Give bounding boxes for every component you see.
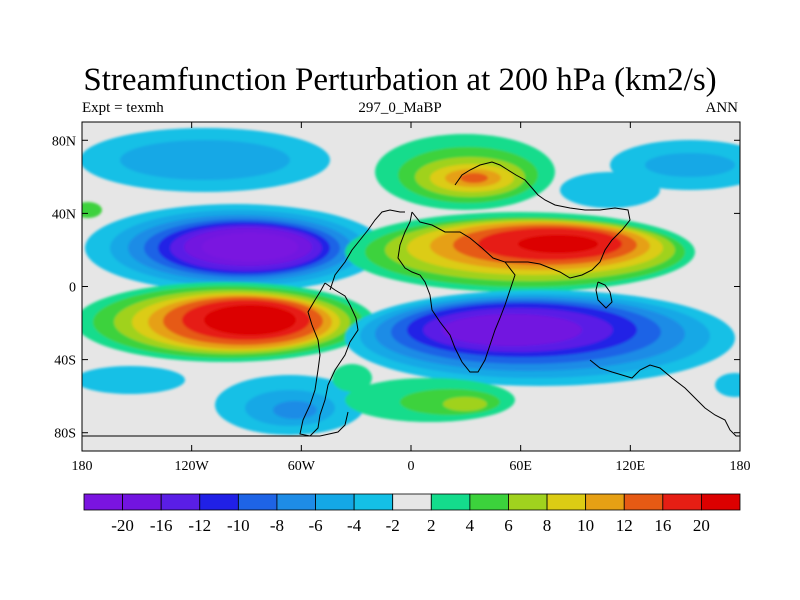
plot-title: Streamfunction Perturbation at 200 hPa (… [83, 62, 717, 98]
axis-ticks: 180 120W 60W 0 60E 120E 180 80N 40N 0 40S 80S [52, 122, 751, 474]
colorbar-box [122, 493, 162, 511]
australia-outline [589, 359, 740, 437]
south-band-negative [82, 366, 740, 435]
colorbar-label: -16 [150, 516, 173, 535]
period-label: 297_0_MaBP [358, 100, 442, 116]
colorbar-label: 8 [543, 516, 552, 535]
x-tick-label: 120E [616, 459, 646, 474]
colorbar-label: 4 [466, 516, 475, 535]
colorbar-box [83, 493, 123, 511]
x-tick-label: 0 [408, 459, 415, 474]
colorbar-label: -4 [347, 516, 362, 535]
colorbar-box [276, 493, 316, 511]
maritime-continent-outline [595, 281, 613, 309]
season-label: ANN [705, 100, 739, 116]
colorbar-label: -6 [308, 516, 322, 535]
colorbar-label: 10 [577, 516, 594, 535]
colorbar-label: 12 [616, 516, 633, 535]
x-tick-label: 120W [175, 459, 210, 474]
southern-ocean-positive-contours [332, 364, 515, 422]
colorbar-box [392, 493, 432, 511]
x-tick-label: 180 [72, 459, 93, 474]
colorbar-label: -12 [188, 516, 211, 535]
coastlines [82, 161, 740, 437]
colorbar-box [237, 493, 278, 511]
y-tick-label: 40N [52, 207, 76, 222]
colorbar-box [585, 493, 625, 511]
y-tick-label: 0 [69, 281, 76, 296]
colorbar-label: -20 [111, 516, 134, 535]
south-america-outline [299, 282, 359, 437]
colorbar-box [199, 493, 239, 511]
colorbar-box [160, 493, 201, 511]
eurasia-outline [454, 161, 631, 279]
colorbar-box [430, 493, 471, 511]
x-tick-label: 180 [730, 459, 751, 474]
y-tick-label: 80N [52, 134, 76, 149]
y-tick-label: 80S [54, 427, 76, 442]
contour-field [82, 128, 740, 435]
colorbar-label: 6 [504, 516, 513, 535]
x-tick-label: 60W [288, 459, 316, 474]
colorbar-label: -8 [270, 516, 284, 535]
x-tick-label: 60E [509, 459, 532, 474]
africa-outline [397, 211, 516, 373]
colorbar-label: -2 [386, 516, 400, 535]
colorbar-box [469, 493, 509, 511]
south-pacific-high-contours [82, 282, 375, 362]
north-pacific-low-contours [85, 204, 385, 292]
colorbar-box [353, 493, 394, 511]
colorbar: -20 -16 -12 -10 -8 -6 -4 -2 2 4 6 8 10 12 16 20 [83, 493, 741, 535]
colorbar-box [701, 493, 741, 511]
asian-high-contours [345, 212, 695, 292]
antarctica-outline [82, 411, 349, 437]
colorbar-box [315, 493, 355, 511]
colorbar-label: 20 [693, 516, 710, 535]
colorbar-label: 16 [654, 516, 671, 535]
north-atlantic-high-contours [375, 134, 555, 210]
indian-ocean-low-contours [345, 290, 735, 386]
colorbar-box [623, 493, 664, 511]
west-edge-positive [82, 202, 102, 218]
colorbar-box [546, 493, 587, 511]
colorbar-box [662, 493, 702, 511]
colorbar-label: 2 [427, 516, 436, 535]
arctic-negative-contours [82, 128, 740, 208]
colorbar-box [508, 493, 548, 511]
experiment-label: Expt = texmh [82, 100, 164, 116]
north-america-outline [329, 209, 405, 291]
y-tick-label: 40S [54, 354, 76, 369]
colorbar-label: -10 [227, 516, 250, 535]
